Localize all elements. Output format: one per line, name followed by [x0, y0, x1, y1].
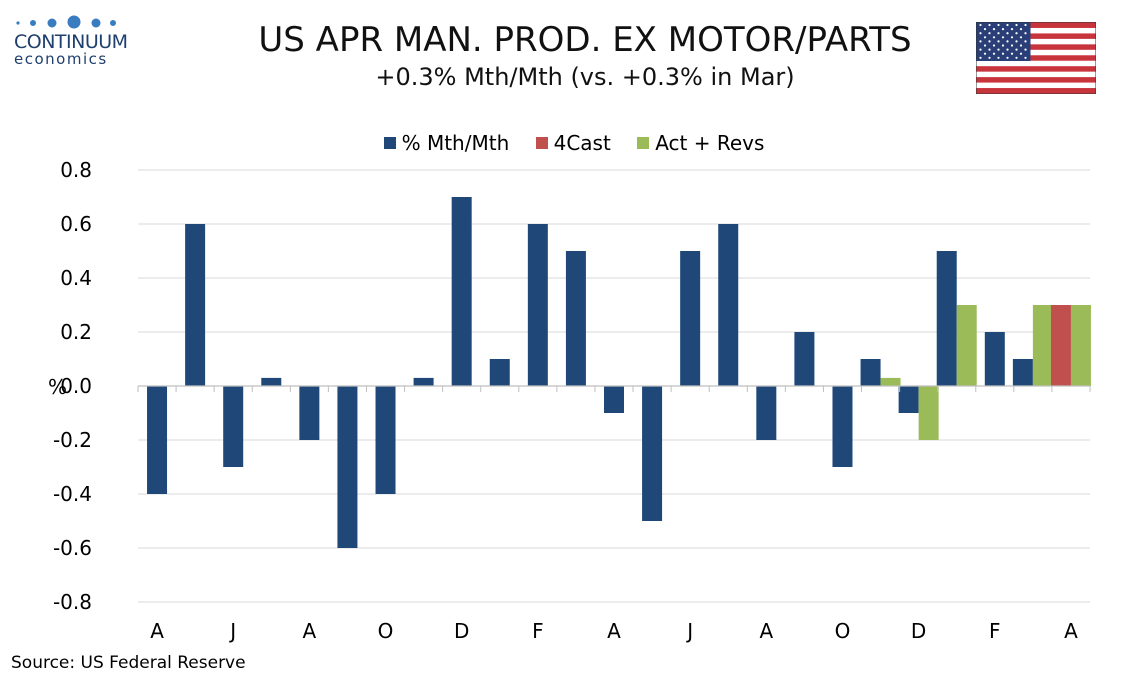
bar--mth-mth [375, 386, 396, 494]
x-tick-label: A [150, 619, 164, 643]
chart-legend: % Mth/Mth 4Cast Act + Revs [0, 131, 1134, 155]
chart-axis [137, 385, 1091, 392]
bar--mth-mth [936, 251, 957, 386]
bar--mth-mth [984, 332, 1005, 386]
source-note: Source: US Federal Reserve [11, 653, 246, 673]
bar-act-revs [956, 305, 977, 386]
y-tick-label: -0.4 [53, 482, 92, 506]
y-tick-label: 0.2 [60, 320, 92, 344]
x-tick-label: F [989, 619, 1001, 643]
us-flag-icon [976, 22, 1096, 94]
bar--mth-mth [185, 224, 206, 386]
bar--mth-mth [527, 224, 548, 386]
legend-swatch-mth [383, 137, 396, 149]
x-tick-label: D [911, 619, 926, 643]
y-tick-label: -0.6 [53, 536, 92, 560]
bar--mth-mth [898, 386, 919, 413]
legend-item-4cast: 4Cast [535, 131, 611, 155]
legend-label-actrevs: Act + Revs [655, 131, 765, 155]
bar--mth-mth [299, 386, 320, 440]
x-tick-label: A [1064, 619, 1078, 643]
logo-dots-icon [16, 15, 116, 29]
bar--mth-mth [565, 251, 586, 386]
y-tick-label: -0.2 [53, 428, 92, 452]
chart-subtitle: +0.3% Mth/Mth (vs. +0.3% in Mar) [375, 63, 795, 91]
bar-act-revs [1070, 305, 1091, 386]
legend-label-4cast: 4Cast [553, 131, 611, 155]
legend-item-actrevs: Act + Revs [637, 131, 764, 155]
brand-logo: CONTINUUM economics [14, 14, 134, 68]
bar--mth-mth [642, 386, 663, 521]
bar-act-revs [880, 377, 901, 386]
y-tick-label: -0.8 [53, 590, 92, 614]
x-tick-label: A [759, 619, 773, 643]
legend-swatch-4cast [535, 137, 548, 149]
x-tick-label: J [685, 619, 693, 643]
bar-act-revs [918, 386, 939, 440]
legend-item-mth: % Mth/Mth [383, 131, 510, 155]
x-tick-label: A [607, 619, 621, 643]
brand-name: CONTINUUM [14, 31, 128, 53]
bar--mth-mth [756, 386, 777, 440]
x-tick-label: D [454, 619, 469, 643]
bar--mth-mth [718, 224, 739, 386]
chart-bars [147, 197, 1091, 548]
bar-act-revs [1032, 305, 1053, 386]
bar--mth-mth [794, 332, 815, 386]
bar-4cast [1050, 305, 1071, 386]
brand-sub: economics [14, 50, 108, 68]
bar--mth-mth [147, 386, 168, 494]
x-tick-label: A [303, 619, 317, 643]
bar--mth-mth [832, 386, 853, 467]
x-tick-label: O [835, 619, 851, 643]
bar--mth-mth [413, 377, 434, 386]
bar--mth-mth [337, 386, 358, 548]
bar--mth-mth [489, 359, 510, 386]
bar--mth-mth [261, 377, 282, 386]
x-tick-label: J [228, 619, 236, 643]
y-tick-labels: 0.8 0.6 0.4 0.2 0.0 -0.2 -0.4 -0.6 -0.8 [53, 158, 92, 614]
x-tick-label: O [378, 619, 394, 643]
bar--mth-mth [860, 359, 881, 386]
y-tick-label: 0.0 [60, 374, 92, 398]
y-tick-label: 0.8 [60, 158, 92, 182]
bar--mth-mth [1012, 359, 1033, 386]
bar--mth-mth [451, 197, 472, 386]
x-tick-label: F [532, 619, 544, 643]
bar--mth-mth [604, 386, 624, 413]
legend-label-mth: % Mth/Mth [401, 131, 510, 155]
legend-swatch-actrevs [637, 137, 650, 149]
bar--mth-mth [223, 386, 244, 467]
bar--mth-mth [680, 251, 701, 386]
y-tick-label: 0.6 [60, 212, 92, 236]
y-axis-label: % [48, 375, 67, 399]
y-tick-label: 0.4 [60, 266, 92, 290]
chart-title: US APR MAN. PROD. EX MOTOR/PARTS [258, 20, 912, 60]
